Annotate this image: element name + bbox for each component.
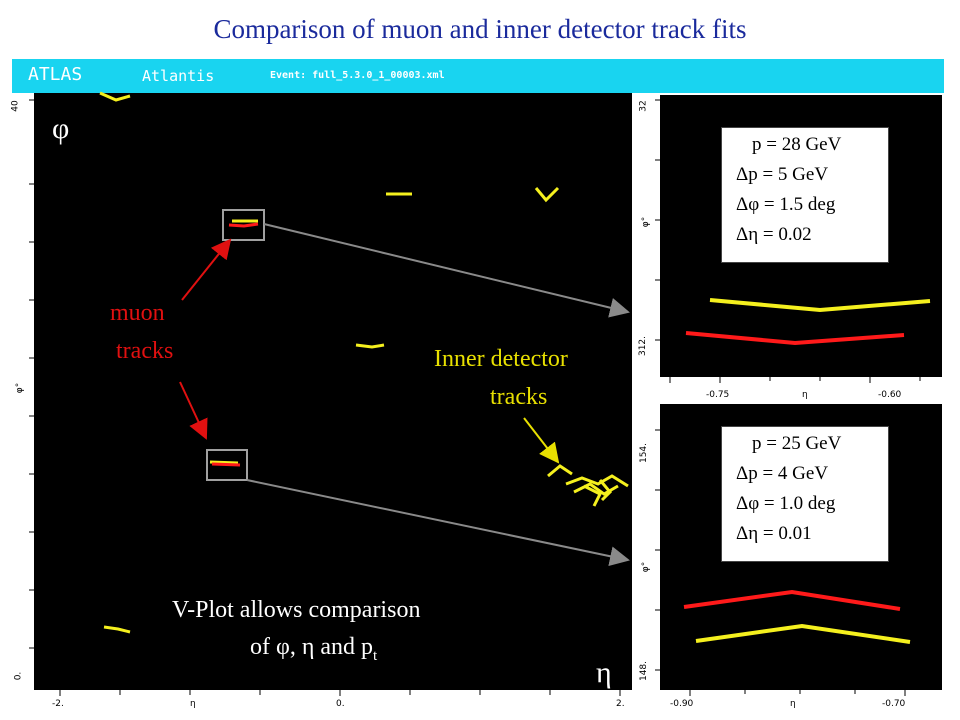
zoom-top-dp: Δp = 5 GeV	[736, 164, 829, 185]
zoom-top-info-box: p = 28 GeV Δp = 5 GeV Δφ = 1.5 deg Δη = …	[721, 127, 889, 263]
vplot-note-line2-text: of φ, η and p	[250, 634, 374, 660]
zoom-top-x-tick-left: -0.75	[706, 390, 730, 400]
vplot-note-subscript: t	[373, 647, 378, 664]
zoom-bottom-y-tick-bottom: 148.	[639, 660, 650, 682]
zoom-bottom-deta: Δη = 0.01	[736, 523, 812, 544]
vplot-note-line2: of φ, η and pt	[250, 634, 377, 665]
zoom-bottom-x-axis: -0.90 η -0.70	[636, 690, 942, 712]
main-x-tick-neg2: -2.	[52, 699, 64, 709]
main-eta-symbol: η	[596, 656, 612, 689]
main-y-tick-bottom: 0.	[13, 671, 24, 681]
zoom-top-y-tick-top: 32	[638, 100, 649, 112]
main-phi-symbol: φ	[52, 112, 70, 145]
main-x-tick-0: 0.	[336, 699, 345, 709]
zoom-bottom-x-axis-label: η	[790, 699, 796, 709]
event-file: Event: full_5.3.0_1_00003.xml	[270, 70, 445, 81]
zoom-top-x-axis-label: η	[802, 390, 808, 400]
vplot-note-line1: V-Plot allows comparison	[172, 597, 421, 623]
zoom-top-p: p = 28 GeV	[752, 134, 842, 155]
zoom-top-dphi: Δφ = 1.5 deg	[736, 194, 836, 215]
zoom-top-x-tick-right: -0.60	[878, 390, 902, 400]
main-vplot-canvas[interactable]	[34, 93, 632, 690]
main-x-tick-2: 2.	[616, 699, 625, 709]
zoom-bottom-y-axis-label: φ°	[641, 561, 652, 573]
inner-label-line2: tracks	[490, 384, 548, 410]
zoom-bottom-info-box: p = 25 GeV Δp = 4 GeV Δφ = 1.0 deg Δη = …	[721, 426, 889, 562]
zoom-bottom-x-tick-left: -0.90	[670, 699, 694, 709]
zoom-bottom-p: p = 25 GeV	[752, 433, 842, 454]
zoom-top-deta: Δη = 0.02	[736, 224, 812, 245]
zoom-bottom-dp: Δp = 4 GeV	[736, 463, 829, 484]
zoom-top-y-axis-label: φ°	[641, 216, 652, 228]
main-y-axis: 40 φ° 0.	[10, 93, 34, 690]
zoom-bottom-x-tick-right: -0.70	[882, 699, 906, 709]
inner-label-line1: Inner detector	[434, 346, 568, 372]
atlas-brand: ATLAS	[28, 64, 83, 85]
zoom-top-y-tick-bottom: 312.	[638, 335, 649, 357]
zoom-bottom-dphi: Δφ = 1.0 deg	[736, 493, 836, 514]
zoom-top-y-axis: 32 φ° 312.	[636, 95, 660, 377]
main-y-axis-label: φ°	[15, 382, 26, 394]
zoom-top-x-axis: -0.75 η -0.60	[636, 377, 942, 402]
main-x-axis-label: η	[190, 699, 196, 709]
main-x-axis: -2. η 0. 2.	[12, 690, 634, 710]
app-name: Atlantis	[142, 67, 215, 85]
muon-label-line2: tracks	[116, 338, 174, 364]
muon-label-line1: muon	[110, 300, 165, 326]
slide-title: Comparison of muon and inner detector tr…	[213, 14, 747, 44]
atlantis-title-bar: ATLAS Atlantis Event: full_5.3.0_1_00003…	[12, 59, 944, 93]
zoom-bottom-y-tick-top: 154.	[639, 442, 650, 464]
zoom-bottom-y-axis: 154. φ° 148.	[636, 404, 660, 690]
main-y-tick-top: 40	[10, 100, 21, 112]
